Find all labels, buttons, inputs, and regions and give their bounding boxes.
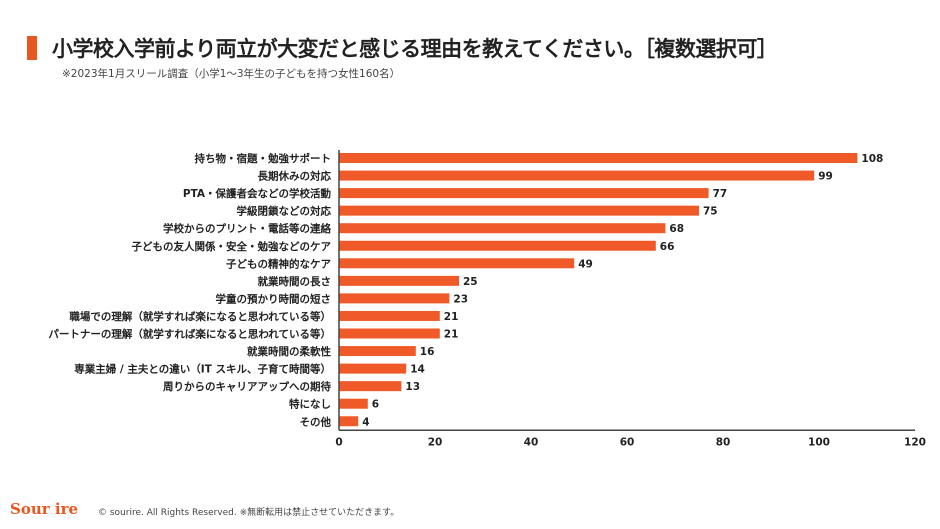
category-label: 就業時間の長さ (258, 275, 332, 288)
x-tick-label: 80 (716, 436, 731, 448)
x-tick-label: 40 (524, 436, 539, 448)
data-label: 21 (444, 329, 459, 341)
data-label: 21 (444, 311, 459, 323)
category-label: その他 (300, 415, 332, 428)
sourire-logo: Sour ire (10, 500, 79, 518)
data-label: 99 (818, 171, 833, 183)
bar (339, 363, 407, 374)
bar (339, 328, 440, 339)
category-label: 就業時間の柔軟性 (247, 345, 331, 358)
bar (339, 346, 416, 357)
category-label: 長期休みの対応 (258, 170, 332, 183)
bar (339, 205, 699, 216)
category-label: 子どもの精神的なケア (226, 257, 331, 270)
bar (339, 153, 858, 163)
category-label: パートナーの理解（就学すれば楽になると思われている等） (48, 328, 331, 341)
x-tick-label: 20 (428, 436, 443, 448)
data-label: 68 (669, 223, 684, 235)
data-label: 77 (713, 188, 728, 200)
category-label: 持ち物・宿題・勉強サポート (195, 152, 332, 165)
copyright-text: © sourire. All Rights Reserved. ※無断転用は禁止… (98, 508, 400, 518)
title-accent-bar (27, 36, 37, 60)
data-label: 14 (410, 364, 425, 376)
bar (339, 310, 440, 321)
category-label: 周りからのキャリアアップへの期待 (163, 380, 331, 393)
category-label: 特になし (289, 398, 331, 411)
chart-title: 小学校入学前より両立が大変だと感じる理由を教えてください。［複数選択可］ (52, 37, 778, 61)
data-label: 66 (660, 241, 675, 253)
x-tick-label: 100 (808, 436, 830, 448)
bar (339, 416, 359, 427)
bar (339, 258, 575, 269)
category-label: 子どもの友人関係・安全・勉強などのケア (132, 240, 332, 253)
bar (339, 188, 709, 199)
category-label: 職場での理解（就学すれば楽になると思われている等） (69, 310, 331, 323)
category-label: 学校からのプリント・電話等の連絡 (163, 222, 331, 235)
chart-subtitle: ※2023年1月スリール調査（小学1～3年生の子どもを持つ女性160名） (62, 68, 401, 80)
data-label: 23 (453, 293, 468, 305)
data-label: 13 (405, 381, 420, 393)
x-tick-label: 60 (620, 436, 635, 448)
bar (339, 275, 459, 286)
category-label: PTA・保護者会などの学校活動 (183, 187, 332, 200)
bar (339, 398, 368, 409)
bar (339, 293, 450, 304)
data-label: 75 (703, 206, 718, 218)
bar (339, 240, 656, 251)
bar (339, 381, 402, 392)
x-tick-label: 120 (904, 436, 926, 448)
data-label: 6 (372, 399, 379, 411)
category-label: 学級閉鎖などの対応 (237, 205, 332, 218)
data-label: 25 (463, 276, 478, 288)
bar (339, 170, 815, 181)
data-label: 49 (578, 258, 593, 270)
data-label: 16 (420, 346, 435, 358)
x-tick-label: 0 (335, 436, 342, 448)
category-label: 学童の預かり時間の短さ (216, 292, 332, 305)
data-label: 4 (362, 416, 369, 428)
data-label: 108 (861, 153, 883, 165)
bar (339, 223, 666, 234)
category-label: 専業主婦 / 主夫との違い（IT スキル、子育て時間等） (74, 363, 331, 376)
